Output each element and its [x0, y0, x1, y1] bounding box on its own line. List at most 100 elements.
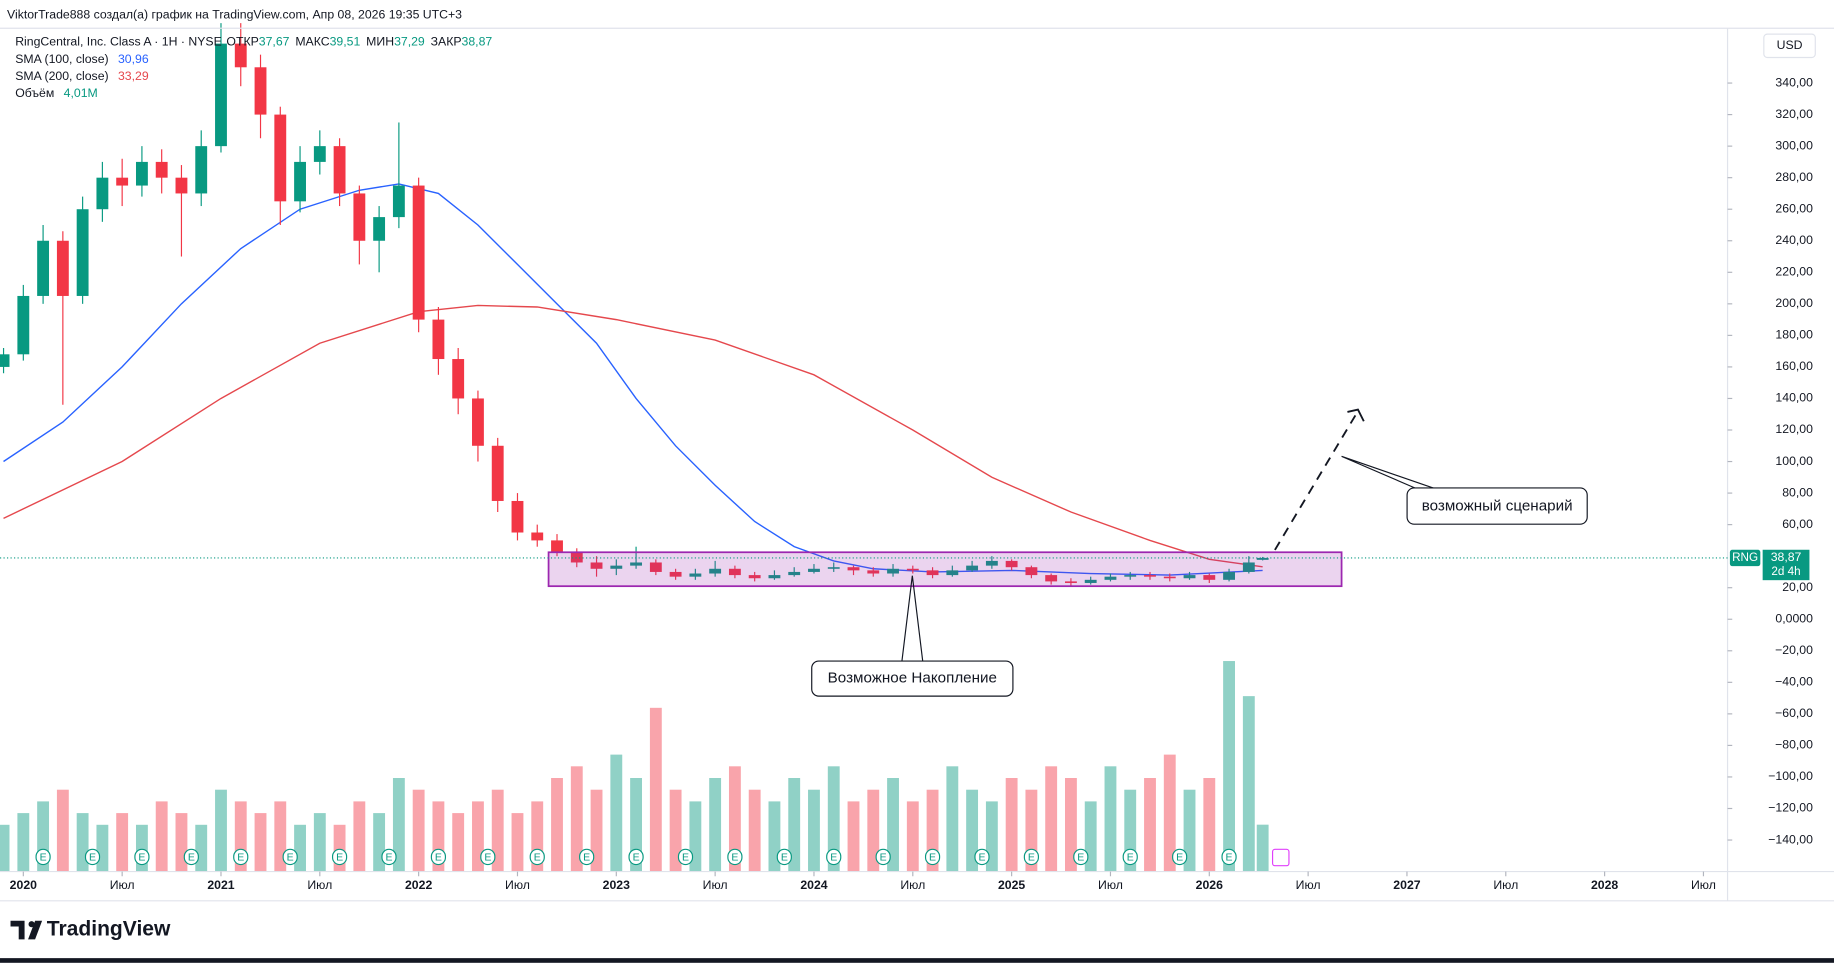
volume-bar [590, 789, 603, 872]
earnings-icon [727, 848, 743, 866]
volume-bar [1163, 754, 1176, 872]
legend-value: 30,96 [118, 52, 149, 66]
candle-body [511, 500, 524, 533]
volume-bar [1025, 789, 1038, 872]
legend-volume-part: Объём [15, 86, 54, 100]
earnings-letter: E [1127, 851, 1134, 863]
candle-body [531, 532, 544, 541]
candle-body [590, 562, 603, 569]
x-tick-label: 2022 [405, 878, 432, 892]
earnings-icon [1023, 848, 1040, 866]
brand-logo [28, 921, 35, 928]
volume-bar [1256, 824, 1269, 872]
earnings-letter: E [138, 851, 145, 863]
candle-body [392, 185, 405, 218]
y-tick-label: 200,00 [1775, 296, 1813, 310]
volume-bar [630, 778, 643, 872]
volume-bar [1144, 778, 1156, 872]
y-tick-label: −140,00 [1768, 832, 1813, 846]
earnings-letter: E [682, 851, 689, 863]
callout-box [1406, 487, 1588, 525]
earnings-icon [134, 848, 150, 866]
candle-body [689, 573, 702, 577]
volume-bar [373, 813, 386, 872]
x-tick-label: 2023 [603, 878, 630, 892]
y-tick-label: −20,00 [1775, 643, 1813, 657]
earnings-icon [875, 848, 891, 866]
volume-bar [392, 778, 405, 872]
volume-bar [116, 813, 129, 872]
scenario-arrow [1274, 412, 1358, 551]
candle-body [96, 177, 109, 210]
earnings-icon [579, 848, 595, 866]
candle-body [294, 161, 306, 202]
y-tick-label: −40,00 [1775, 675, 1813, 689]
volume-bar [906, 801, 919, 872]
earnings-letter: E [484, 851, 491, 863]
volume-bar [215, 789, 227, 872]
volume-bar [353, 801, 366, 872]
bottom-border [0, 958, 1834, 963]
volume-bar [96, 824, 109, 872]
x-tick-label: Июл [505, 878, 530, 892]
candle-body [946, 570, 959, 576]
earnings-letter: E [929, 851, 936, 863]
currency: USD [1777, 38, 1803, 52]
volume-bar [472, 801, 484, 872]
volume-bar [412, 789, 425, 872]
candle-body [313, 146, 326, 162]
legend-name: SMA (100, close) [15, 52, 108, 66]
volume-bar [669, 789, 682, 872]
candle-body [906, 568, 919, 571]
candle-body [175, 177, 188, 194]
ohlc-name: МАКС [295, 35, 329, 49]
volume-bar [155, 801, 168, 872]
candle-body [887, 568, 899, 574]
volume-bar [887, 778, 899, 872]
x-tick-label: 2028 [1591, 878, 1618, 892]
candle-body [412, 185, 425, 320]
earnings-icon [924, 848, 941, 866]
earnings-icon [282, 848, 298, 866]
volume-bar [491, 789, 504, 872]
candle-body [116, 177, 129, 186]
earnings-letter: E [830, 851, 837, 863]
x-tick-label: 2027 [1393, 878, 1420, 892]
candle-body [1025, 567, 1038, 576]
y-tick-label: 240,00 [1775, 233, 1813, 247]
earnings-icon [826, 848, 842, 866]
candle-body [610, 565, 623, 569]
price-tag-symbol-box [1729, 549, 1761, 567]
earnings-icon [183, 848, 199, 866]
annotation: Возможное Накопление [828, 670, 997, 687]
earnings-letter: E [435, 851, 442, 863]
earnings-icon [1172, 848, 1188, 866]
candle-body [847, 567, 860, 571]
candle-body [491, 445, 504, 501]
candle-body [234, 43, 247, 68]
candle-body [1045, 575, 1058, 582]
y-tick-label: 80,00 [1782, 485, 1813, 499]
earnings-icon [35, 848, 51, 866]
earnings-icon [1271, 848, 1290, 867]
volume-bar [452, 813, 465, 872]
earnings-icon [1073, 848, 1089, 866]
candle-body [452, 359, 465, 399]
earnings-letter: E [237, 851, 244, 863]
volume-bar [1065, 778, 1077, 872]
y-tick-label: 260,00 [1775, 201, 1813, 215]
x-tick-label: 2026 [1196, 878, 1223, 892]
volume-bar [985, 801, 998, 872]
earnings-letter: E [1176, 851, 1183, 863]
callout-line [1341, 455, 1437, 490]
legend-volume-part: 4,01М [64, 86, 98, 100]
earnings-letter: E [336, 851, 343, 863]
y-tick-label: 220,00 [1775, 265, 1813, 279]
ohlc-value: 37,29 [394, 35, 425, 49]
candle-body [709, 568, 722, 574]
volume-bar [768, 801, 781, 872]
x-tick-label: Июл [900, 878, 925, 892]
arrow-head [1347, 408, 1365, 422]
volume-bar [926, 789, 939, 872]
volume-bar [709, 778, 722, 872]
